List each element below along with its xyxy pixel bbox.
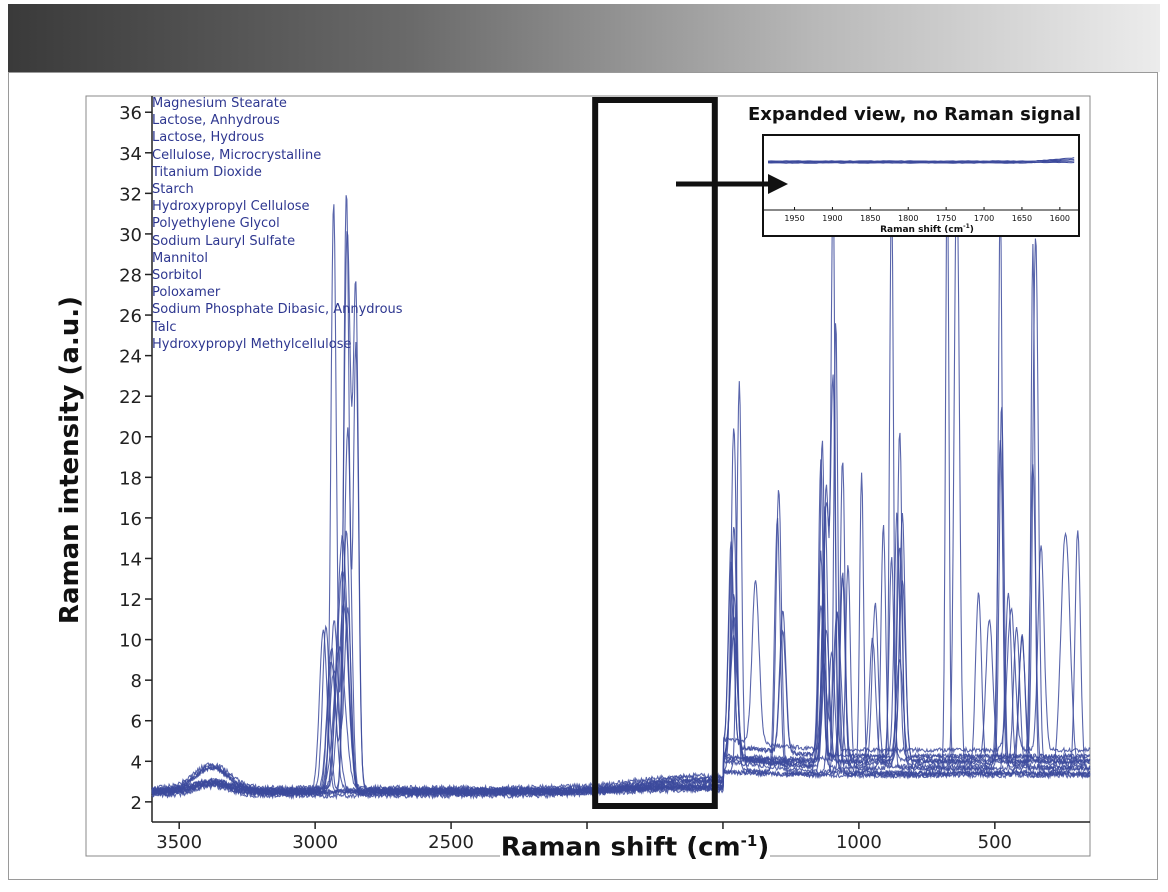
legend: Magnesium Stearate Lactose, Anhydrous Lact… [152,95,403,353]
inset-x-tick-label: 1900 [822,214,842,223]
y-axis-label-wrap: Raman intensity (a.u.) [40,287,100,633]
inset-frame [762,134,1080,237]
x-tick-label: 3500 [156,832,202,853]
inset-x-tick-label: 1750 [936,214,956,223]
x-tick-label: 3000 [292,832,338,853]
y-tick-label: 18 [119,468,142,489]
y-tick-label: 22 [119,387,142,408]
legend-item: Sodium Phosphate Dibasic, Annydrous [152,302,403,318]
inset-x-tick-label: 1650 [1012,214,1032,223]
y-tick-label: 32 [119,184,142,205]
legend-item: Hydroxypropyl Cellulose [152,199,310,215]
x-tick-label: 2500 [428,832,474,853]
legend-item: Talc [152,319,177,335]
legend-item: Mannitol [152,250,208,266]
legend-item: Titanium Dioxide [152,164,262,180]
inset-ticks: 1950 1900 1850 1800 1750 1700 1650 1600 [763,207,1079,223]
inset-x-axis-label-sup: -1 [963,223,970,230]
legend-item: Polyethylene Glycol [152,216,280,232]
y-tick-label: 26 [119,306,142,327]
y-tick-label: 36 [119,103,142,124]
header-bar [8,4,1160,72]
y-tick-label: 8 [131,671,142,692]
inset-panel: 1950 1900 1850 1800 1750 1700 1650 1600 [762,134,1080,237]
y-tick-label: 6 [131,712,142,733]
y-axis-label: Raman intensity (a.u.) [55,287,85,633]
inset-x-tick-label: 1600 [1050,214,1070,223]
x-tick-label: 1000 [836,832,882,853]
legend-item: Poloxamer [152,285,221,301]
y-tick-label: 2 [131,793,142,814]
legend-item: Sodium Lauryl Sulfate [152,233,296,249]
legend-item: Hydroxypropyl Methylcellulose [152,336,352,352]
inset-spectrum-line [767,160,1075,164]
y-tick-label: 10 [119,631,142,652]
inset-x-tick-label: 1850 [860,214,880,223]
inset-x-axis-label: Raman shift (cm-1) [764,223,1090,235]
x-axis-label-sup: -1 [740,832,758,850]
legend-item: Lactose, Hydrous [152,130,265,146]
inset-x-tick-label: 1700 [974,214,994,223]
y-tick-label: 16 [119,509,142,530]
series-layer [151,173,1091,801]
inset-title: Expanded view, no Raman signal [748,104,1082,125]
arrow-head [768,174,788,194]
inset-x-tick-label: 1950 [784,214,804,223]
x-axis-label: Raman shift (cm-1) [500,832,770,863]
highlight-box [592,97,718,809]
legend-item: Magnesium Stearate [152,96,287,111]
figure-frame [8,72,1158,880]
legend-item: Sorbitol [152,268,203,284]
x-tick-label: 500 [978,832,1012,853]
inset-lines [767,157,1075,164]
y-tick-label: 34 [119,144,142,165]
spectrum-line [151,615,1091,796]
legend-item: Starch [152,182,194,198]
arrow [676,174,788,194]
y-tick-label: 20 [119,428,142,449]
y-tick-label: 14 [119,549,142,570]
legend-item: Cellulose, Microcrystalline [152,147,322,163]
y-tick-label: 28 [119,265,142,286]
y-tick-label: 12 [119,590,142,611]
y-tick-label: 4 [131,752,142,773]
inset-x-axis-label-text: Raman shift (cm [880,225,964,235]
spectrum-line [151,173,1091,801]
x-axis-label-close: ) [757,832,770,863]
legend-item: Lactose, Anhydrous [152,113,280,129]
x-axis-label-text: Raman shift (cm [500,832,741,863]
inset-x-axis-label-close: ) [969,225,974,235]
y-tick-label: 24 [119,347,142,368]
inset-x-tick-label: 1800 [898,214,918,223]
y-tick-label: 30 [119,225,142,246]
